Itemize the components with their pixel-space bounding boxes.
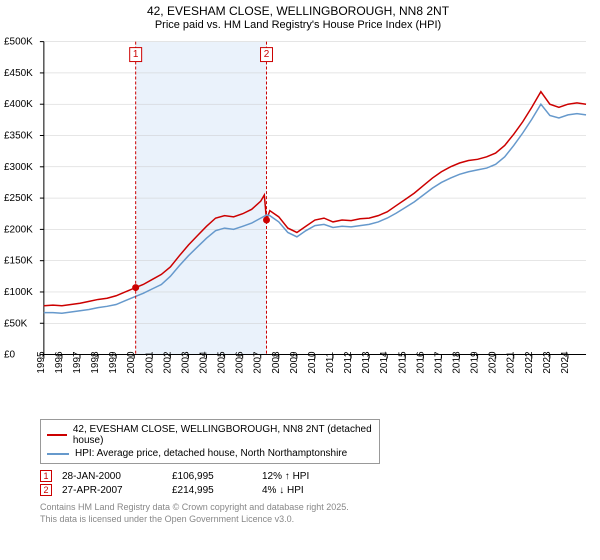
- legend-swatch: [47, 453, 69, 455]
- footer: Contains HM Land Registry data © Crown c…: [40, 502, 592, 525]
- y-axis-label: £50K: [4, 318, 28, 329]
- footer-line-2: This data is licensed under the Open Gov…: [40, 514, 592, 526]
- y-axis-label: £300K: [4, 162, 33, 173]
- chart-subtitle: Price paid vs. HM Land Registry's House …: [4, 19, 592, 31]
- legend-item: HPI: Average price, detached house, Nort…: [47, 447, 373, 460]
- sale-marker-box: 2: [40, 484, 52, 496]
- sales-table: 1 28-JAN-2000 £106,995 12% ↑ HPI 2 27-APR-200…: [4, 470, 592, 496]
- legend-item: 42, EVESHAM CLOSE, WELLINGBOROUGH, NN8 2…: [47, 423, 373, 447]
- chart-title: 42, EVESHAM CLOSE, WELLINGBOROUGH, NN8 2…: [4, 4, 592, 18]
- y-axis-label: £150K: [4, 256, 33, 267]
- y-axis-label: £100K: [4, 287, 33, 298]
- sale-row: 2 27-APR-2007 £214,995 4% ↓ HPI: [40, 484, 592, 496]
- sale-date: 27-APR-2007: [62, 485, 162, 496]
- marker-num-1: 1: [133, 49, 139, 60]
- series-price_paid: [44, 92, 586, 306]
- marker-num-2: 2: [264, 49, 270, 60]
- legend-label: 42, EVESHAM CLOSE, WELLINGBOROUGH, NN8 2…: [73, 424, 373, 446]
- legend-swatch: [47, 434, 67, 436]
- sale-delta: 12% ↑ HPI: [262, 471, 352, 482]
- legend: 42, EVESHAM CLOSE, WELLINGBOROUGH, NN8 2…: [40, 419, 380, 464]
- sale-marker-box: 1: [40, 470, 52, 482]
- legend-label: HPI: Average price, detached house, Nort…: [75, 448, 347, 459]
- y-axis-label: £400K: [4, 99, 33, 110]
- y-axis-label: £0: [4, 350, 16, 361]
- footer-line-1: Contains HM Land Registry data © Crown c…: [40, 502, 592, 514]
- marker-dot-2: [263, 217, 270, 224]
- chart-svg: £0 £50K £100K £150K £200K £250K £300K £350K £400…: [4, 35, 592, 415]
- y-axis-label: £200K: [4, 224, 33, 235]
- y-axis-label: £500K: [4, 37, 33, 48]
- sale-row: 1 28-JAN-2000 £106,995 12% ↑ HPI: [40, 470, 592, 482]
- y-axis-label: £350K: [4, 130, 33, 141]
- sale-delta: 4% ↓ HPI: [262, 485, 352, 496]
- y-axis-label: £450K: [4, 68, 33, 79]
- sale-date: 28-JAN-2000: [62, 471, 162, 482]
- sale-price: £214,995: [172, 485, 252, 496]
- sale-price: £106,995: [172, 471, 252, 482]
- chart-area: £0 £50K £100K £150K £200K £250K £300K £350K £400…: [4, 35, 592, 415]
- marker-dot-1: [132, 284, 139, 291]
- y-axis-label: £250K: [4, 193, 33, 204]
